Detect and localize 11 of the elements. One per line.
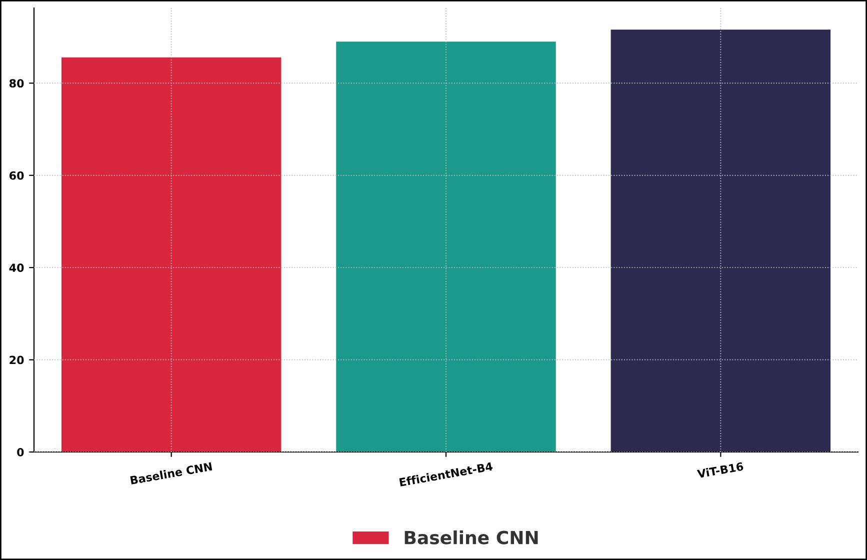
bar bbox=[610, 30, 831, 452]
y-tick-label: 40 bbox=[9, 264, 24, 272]
y-tick-label: 80 bbox=[9, 79, 24, 88]
legend-label: Baseline CNN bbox=[404, 530, 538, 544]
x-tick-label: ViT-B16 bbox=[696, 462, 744, 478]
x-tick-label: Baseline CNN bbox=[130, 462, 212, 485]
y-tick-label: 0 bbox=[17, 448, 24, 456]
y-tick-label: 60 bbox=[10, 171, 24, 180]
bar bbox=[336, 42, 556, 452]
y-tick-label: 20 bbox=[10, 356, 24, 364]
bar bbox=[61, 57, 282, 452]
